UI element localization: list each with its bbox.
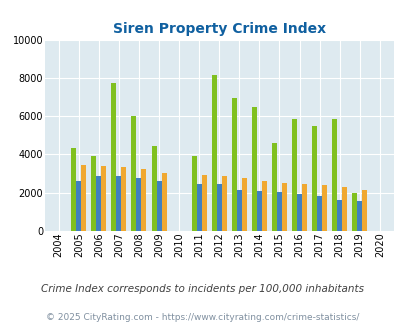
Bar — [356, 201, 361, 231]
Bar — [311, 126, 316, 231]
Bar — [211, 75, 216, 231]
Bar — [196, 184, 201, 231]
Bar — [276, 192, 281, 231]
Bar — [91, 156, 96, 231]
Bar — [241, 178, 246, 231]
Bar — [131, 116, 136, 231]
Bar — [101, 166, 106, 231]
Text: Crime Index corresponds to incidents per 100,000 inhabitants: Crime Index corresponds to incidents per… — [41, 284, 364, 294]
Bar — [191, 156, 196, 231]
Bar — [96, 177, 101, 231]
Bar — [281, 183, 286, 231]
Bar — [316, 196, 321, 231]
Bar — [236, 190, 241, 231]
Bar — [351, 193, 356, 231]
Bar — [81, 165, 86, 231]
Bar — [156, 181, 161, 231]
Bar — [136, 178, 141, 231]
Text: © 2025 CityRating.com - https://www.cityrating.com/crime-statistics/: © 2025 CityRating.com - https://www.city… — [46, 313, 359, 322]
Bar — [111, 83, 116, 231]
Bar — [271, 143, 276, 231]
Bar — [121, 167, 126, 231]
Bar — [296, 194, 301, 231]
Bar — [116, 177, 121, 231]
Bar — [336, 200, 341, 231]
Bar — [216, 184, 221, 231]
Bar — [291, 119, 296, 231]
Bar — [151, 146, 156, 231]
Bar — [256, 191, 261, 231]
Bar — [251, 107, 256, 231]
Bar — [301, 184, 306, 231]
Bar — [201, 175, 206, 231]
Bar — [141, 169, 146, 231]
Title: Siren Property Crime Index: Siren Property Crime Index — [113, 22, 325, 36]
Bar — [231, 98, 236, 231]
Bar — [161, 173, 166, 231]
Bar — [341, 187, 346, 231]
Bar — [71, 148, 76, 231]
Bar — [321, 185, 326, 231]
Bar — [261, 181, 266, 231]
Bar — [76, 181, 81, 231]
Bar — [221, 177, 226, 231]
Bar — [331, 119, 336, 231]
Bar — [361, 190, 367, 231]
